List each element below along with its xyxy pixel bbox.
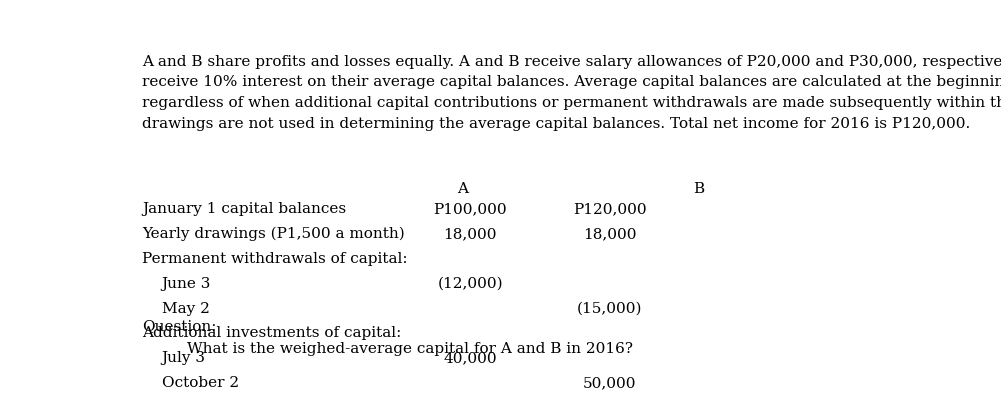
Text: regardless of when additional capital contributions or permanent withdrawals are: regardless of when additional capital co… [142,96,1001,110]
Text: P120,000: P120,000 [574,202,647,216]
Text: January 1 capital balances: January 1 capital balances [142,202,346,216]
Text: 18,000: 18,000 [443,227,497,241]
Text: B: B [694,182,705,196]
Text: June 3: June 3 [161,277,211,291]
Text: (15,000): (15,000) [578,301,643,316]
Text: (12,000): (12,000) [437,277,504,291]
Text: drawings are not used in determining the average capital balances. Total net inc: drawings are not used in determining the… [142,117,970,131]
Text: A: A [457,182,468,196]
Text: May 2: May 2 [161,301,209,316]
Text: 40,000: 40,000 [443,351,497,365]
Text: 50,000: 50,000 [584,376,637,390]
Text: receive 10% interest on their average capital balances. Average capital balances: receive 10% interest on their average ca… [142,76,1001,89]
Text: A and B share profits and losses equally. A and B receive salary allowances of P: A and B share profits and losses equally… [142,55,1001,69]
Text: What is the weighed-average capital for A and B in 2016?: What is the weighed-average capital for … [187,342,634,355]
Text: Question:: Question: [142,319,216,333]
Text: July 3: July 3 [161,351,205,365]
Text: Yearly drawings (P1,500 a month): Yearly drawings (P1,500 a month) [142,227,405,241]
Text: October 2: October 2 [161,376,238,390]
Text: Additional investments of capital:: Additional investments of capital: [142,326,401,340]
Text: P100,000: P100,000 [433,202,508,216]
Text: Permanent withdrawals of capital:: Permanent withdrawals of capital: [142,252,407,266]
Text: 18,000: 18,000 [584,227,637,241]
